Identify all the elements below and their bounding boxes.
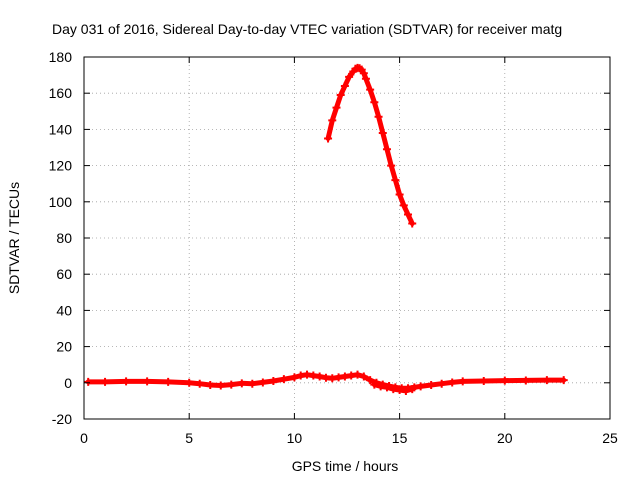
data-point [353, 370, 362, 379]
data-point [500, 376, 509, 385]
grid [84, 57, 610, 419]
y-tick-label: 20 [56, 339, 72, 355]
data-point [382, 145, 391, 154]
data-point [416, 382, 425, 391]
data-point [143, 377, 152, 386]
y-axis-tick-labels: -20 0 20 40 60 80 100 120 140 160 180 [49, 49, 73, 427]
y-tick-label: 0 [64, 375, 72, 391]
data-point [269, 376, 278, 385]
y-tick-label: 120 [49, 158, 73, 174]
series-dip [370, 380, 417, 395]
data-point [122, 377, 131, 386]
y-tick-label: -20 [52, 411, 72, 427]
y-tick-label: 160 [49, 85, 73, 101]
data-point [559, 376, 568, 385]
x-tick-label: 15 [392, 430, 408, 446]
data-series [84, 63, 568, 395]
x-axis-label: GPS time / hours [292, 458, 399, 474]
y-axis-label: SDTVAR / TECUs [6, 182, 22, 294]
data-point [345, 72, 354, 81]
data-point [382, 383, 391, 392]
y-tick-label: 60 [56, 266, 72, 282]
data-point [399, 201, 408, 210]
data-point [359, 372, 368, 381]
data-point [370, 380, 379, 389]
y-tick-label: 80 [56, 230, 72, 246]
x-tick-label: 10 [287, 430, 303, 446]
data-point [206, 380, 215, 389]
y-tick-label: 40 [56, 302, 72, 318]
data-point [479, 376, 488, 385]
data-point [437, 379, 446, 388]
data-point [448, 378, 457, 387]
data-point [164, 377, 173, 386]
data-point [258, 378, 267, 387]
data-point [374, 112, 383, 121]
data-point [340, 81, 349, 90]
data-point [216, 381, 225, 390]
data-point [387, 161, 396, 170]
series-arc [324, 63, 417, 228]
y-tick-label: 140 [49, 121, 73, 137]
x-tick-label: 25 [602, 430, 618, 446]
data-point [542, 376, 551, 385]
data-point [328, 116, 337, 125]
data-point [408, 219, 417, 228]
data-point [458, 377, 467, 386]
data-point [279, 375, 288, 384]
data-point [391, 176, 400, 185]
data-point [84, 377, 93, 386]
data-point [332, 103, 341, 112]
data-point [366, 376, 375, 385]
data-point [401, 386, 410, 395]
data-point [248, 379, 257, 388]
data-point [521, 376, 530, 385]
y-tick-label: 100 [49, 194, 73, 210]
data-point [378, 129, 387, 138]
data-point [404, 210, 413, 219]
chart-title: Day 031 of 2016, Sidereal Day-to-day VTE… [52, 21, 562, 37]
data-point [324, 134, 333, 143]
x-tick-label: 5 [185, 430, 193, 446]
data-point [395, 190, 404, 199]
data-point [195, 379, 204, 388]
axis-ticks [83, 56, 611, 420]
data-point [315, 372, 324, 381]
data-point [361, 74, 370, 83]
x-tick-label: 0 [80, 430, 88, 446]
x-tick-label: 20 [497, 430, 513, 446]
y-tick-label: 180 [49, 49, 73, 65]
data-point [408, 385, 417, 394]
data-point [227, 380, 236, 389]
data-point [359, 69, 368, 78]
data-point [427, 380, 436, 389]
data-point [185, 378, 194, 387]
data-point [366, 85, 375, 94]
data-point [370, 98, 379, 107]
data-point [290, 373, 299, 382]
data-point [237, 379, 246, 388]
x-axis-tick-labels: 0 5 10 15 20 25 [80, 430, 618, 446]
data-point [336, 91, 345, 100]
data-point [101, 377, 110, 386]
